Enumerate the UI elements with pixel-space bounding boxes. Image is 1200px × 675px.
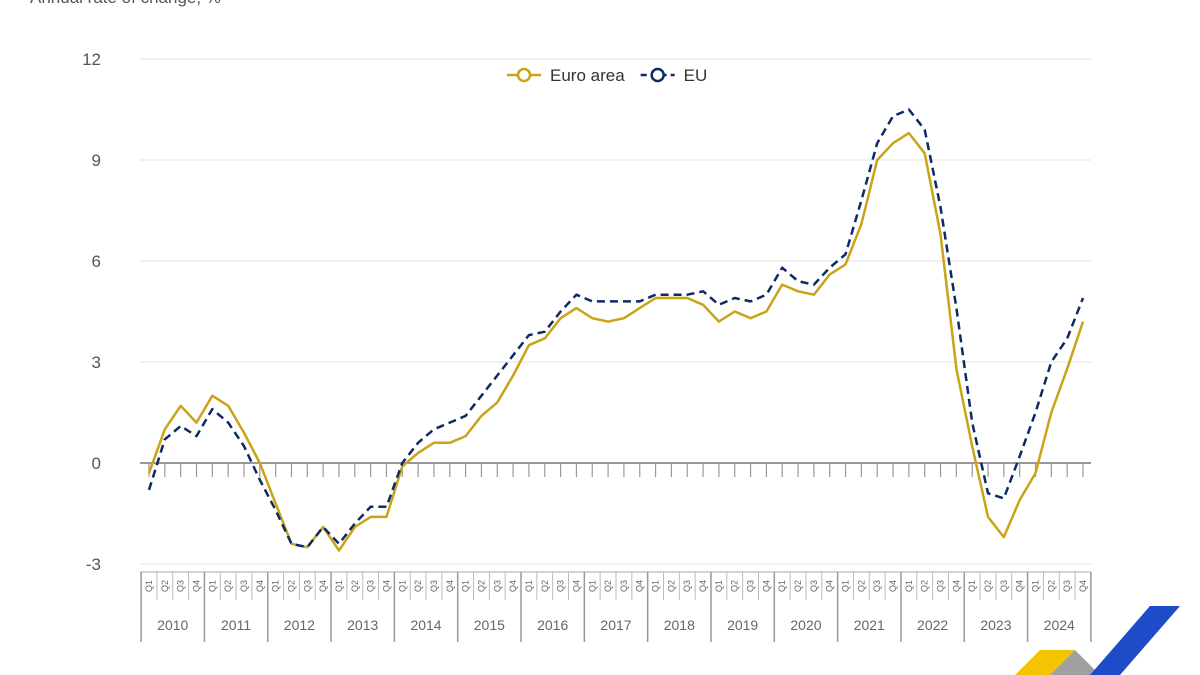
quarter-label: Q3 [746,580,756,592]
legend-marker-icon [650,67,665,83]
legend-label: EU [684,66,708,85]
series-line-eu [147,108,1085,549]
quarter-label: Q1 [207,580,217,592]
quarter-label: Q2 [856,580,866,592]
quarter-label: Q1 [271,580,281,592]
quarter-label: Q1 [714,580,724,592]
quarter-label: Q3 [556,580,566,592]
quarter-label: Q4 [888,580,898,592]
y-tick-label: 9 [92,151,101,170]
year-label: 2013 [347,617,378,633]
legend-marker-icon [516,67,532,83]
year-label: 2017 [600,617,631,633]
quarter-label: Q3 [872,580,882,592]
quarter-label: Q4 [255,580,265,592]
quarter-label: Q1 [144,580,154,592]
quarter-label: Q3 [239,580,249,592]
logo-blue-shape [1090,606,1180,675]
quarter-label: Q3 [1062,580,1072,592]
quarter-label: Q1 [967,580,977,592]
quarter-label: Q2 [476,580,486,592]
quarter-label: Q2 [730,580,740,592]
quarter-label: Q2 [793,580,803,592]
legend-label: Euro area [550,66,625,85]
quarter-label: Q3 [936,580,946,592]
year-label: 2019 [727,617,758,633]
year-label: 2015 [474,617,505,633]
quarter-label: Q2 [1046,580,1056,592]
quarter-label: Q2 [160,580,170,592]
quarter-label: Q2 [603,580,613,592]
quarter-label: Q4 [951,580,961,592]
year-label: 2012 [284,617,315,633]
y-tick-label: 3 [92,353,101,372]
quarter-label: Q2 [413,580,423,592]
quarter-label: Q1 [461,580,471,592]
quarter-label: Q3 [619,580,629,592]
quarter-label: Q4 [635,580,645,592]
quarter-label: Q3 [809,580,819,592]
quarter-label: Q2 [983,580,993,592]
year-label: 2023 [980,617,1011,633]
quarter-label: Q4 [445,580,455,592]
quarter-label: Q3 [682,580,692,592]
series-line-euro-area [147,131,1085,552]
year-label: 2011 [221,617,251,633]
year-label: 2014 [410,617,441,633]
quarter-label: Q1 [1031,580,1041,592]
quarter-label: Q1 [334,580,344,592]
quarter-label: Q4 [698,580,708,592]
year-label: 2010 [157,617,188,633]
quarter-label: Q3 [176,580,186,592]
quarter-label: Q1 [904,580,914,592]
year-label: 2016 [537,617,568,633]
quarter-label: Q3 [999,580,1009,592]
quarter-label: Q1 [587,580,597,592]
quarter-label: Q4 [1015,580,1025,592]
year-label: 2020 [790,617,821,633]
quarter-label: Q2 [666,580,676,592]
quarter-label: Q4 [571,580,581,592]
quarter-label: Q2 [286,580,296,592]
quarter-label: Q1 [524,580,534,592]
logo-yellow-shape [1015,650,1075,675]
quarter-label: Q3 [366,580,376,592]
quarter-label: Q4 [381,580,391,592]
quarter-label: Q3 [492,580,502,592]
quarter-label: Q2 [350,580,360,592]
logo-grey-shape [1050,650,1100,675]
year-label: 2021 [854,617,885,633]
quarter-label: Q1 [397,580,407,592]
quarter-label: Q4 [1078,580,1088,592]
year-label: 2024 [1044,617,1075,633]
quarter-label: Q3 [302,580,312,592]
y-tick-label: -3 [86,555,101,574]
quarter-label: Q1 [777,580,787,592]
quarter-label: Q4 [761,580,771,592]
year-label: 2018 [664,617,695,633]
quarter-label: Q4 [508,580,518,592]
quarter-label: Q2 [540,580,550,592]
y-axis-title: Annual rate of change, % [30,0,221,8]
quarter-label: Q2 [920,580,930,592]
quarter-label: Q4 [318,580,328,592]
quarter-label: Q1 [651,580,661,592]
quarter-label: Q4 [191,580,201,592]
quarter-label: Q2 [223,580,233,592]
y-tick-label: 6 [92,252,101,271]
quarter-label: Q3 [429,580,439,592]
y-tick-label: 0 [92,454,101,473]
quarter-label: Q1 [841,580,851,592]
year-label: 2022 [917,617,948,633]
quarter-label: Q4 [825,580,835,592]
y-tick-label: 12 [82,50,101,69]
